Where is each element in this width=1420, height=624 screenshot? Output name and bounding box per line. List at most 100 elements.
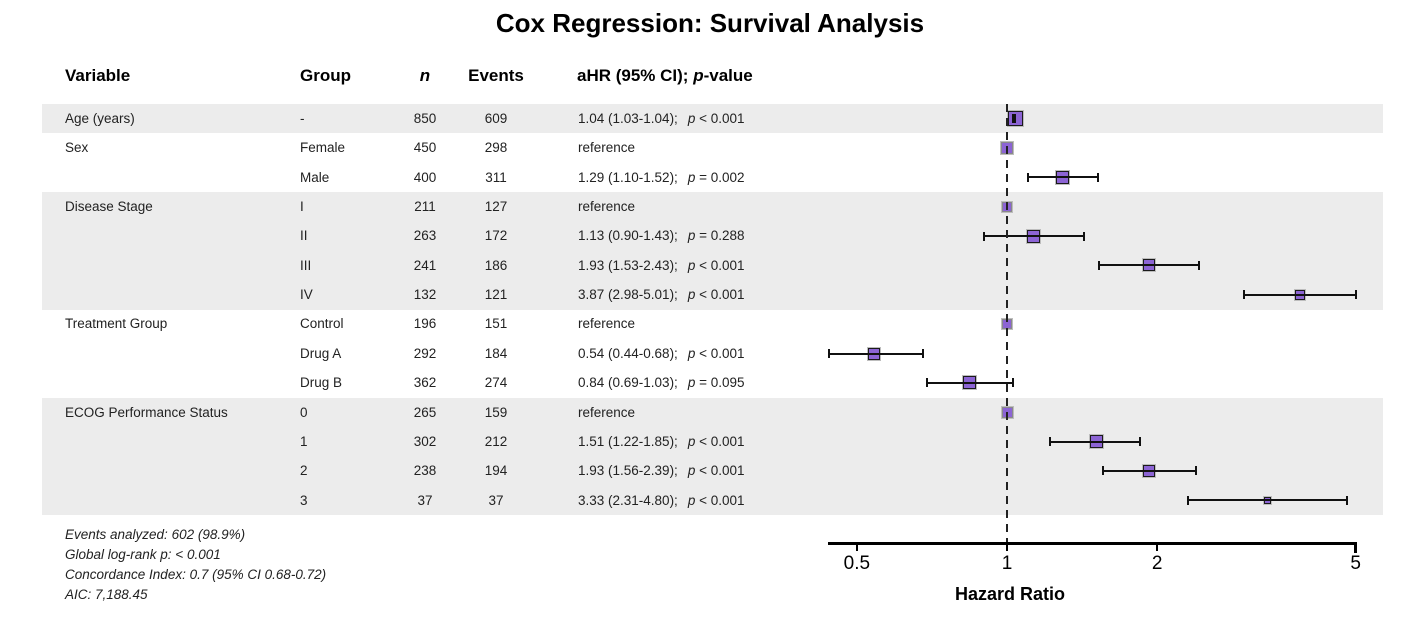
ci-cap-right <box>1198 260 1201 270</box>
cell-events: 184 <box>484 345 508 361</box>
cell-ahr: 1.13 (0.90-1.43); p = 0.288 <box>578 221 745 250</box>
cell-events: 274 <box>484 375 508 391</box>
p-value-symbol: p <box>687 345 696 361</box>
p-value-symbol: p <box>687 492 696 508</box>
ci-cap-right <box>1139 437 1142 447</box>
cell-ahr: 1.93 (1.56-2.39); p < 0.001 <box>578 456 745 485</box>
p-value-symbol: p <box>687 111 696 126</box>
ci-line <box>1050 440 1141 443</box>
cell-n: 37 <box>417 492 433 508</box>
ahr-estimate-text: reference <box>578 404 636 420</box>
x-axis-tick-label: 2 <box>1151 553 1163 574</box>
p-value-text: < 0.001 <box>695 492 745 508</box>
chart-title: Cox Regression: Survival Analysis <box>495 8 925 38</box>
cell-events: 37 <box>488 492 504 508</box>
p-value-symbol: p <box>687 463 696 479</box>
ci-line <box>1243 293 1357 296</box>
row-stripe <box>42 104 1383 134</box>
ahr-estimate-text: reference <box>578 140 636 156</box>
cell-variable: Sex <box>65 140 89 156</box>
x-axis-tick <box>1005 542 1009 551</box>
ahr-header-suffix: -value <box>703 66 753 85</box>
p-value-symbol: p <box>687 169 696 185</box>
cell-group: 1 <box>300 433 308 449</box>
cell-events: 159 <box>484 404 508 420</box>
x-axis-tick <box>855 542 859 551</box>
column-header-events: Events <box>468 66 524 85</box>
ci-cap-left <box>1026 172 1029 182</box>
cell-group: III <box>300 257 312 273</box>
ahr-estimate-text: 1.13 (0.90-1.43); <box>578 228 678 244</box>
ahr-estimate-text: reference <box>578 316 636 332</box>
cell-ahr: 3.33 (2.31-4.80); p < 0.001 <box>578 486 745 515</box>
cell-variable: ECOG Performance Status <box>65 404 228 420</box>
ci-cap-right <box>1355 290 1358 300</box>
ci-cap-right <box>1345 495 1348 505</box>
cell-events: 121 <box>484 287 508 303</box>
cell-n: 241 <box>413 257 437 273</box>
cell-variable: Treatment Group <box>65 316 168 332</box>
p-value-text: < 0.001 <box>695 345 745 361</box>
ci-cap-right <box>922 349 925 359</box>
p-value-symbol: p <box>687 257 696 273</box>
ahr-estimate-text: 3.87 (2.98-5.01); <box>578 287 678 303</box>
cell-group: Control <box>300 316 344 332</box>
ci-line <box>1103 469 1196 472</box>
ahr-estimate-text: reference <box>578 199 636 215</box>
cell-ahr: 1.93 (1.53-2.43); p < 0.001 <box>578 251 745 280</box>
p-value-text: < 0.001 <box>695 463 745 479</box>
ahr-header-p: p <box>693 66 704 85</box>
ci-cap-left <box>1012 114 1015 124</box>
row-stripe <box>42 280 1383 310</box>
cell-variable: Disease Stage <box>65 199 153 215</box>
ci-cap-left <box>1098 260 1101 270</box>
ci-cap-left <box>983 231 986 241</box>
cell-n: 400 <box>413 169 437 185</box>
column-header-n: n <box>419 66 431 85</box>
cell-n: 302 <box>413 433 437 449</box>
ci-cap-left <box>925 378 928 388</box>
p-value-symbol: p <box>687 433 696 449</box>
cell-ahr: 0.54 (0.44-0.68); p < 0.001 <box>578 339 745 368</box>
p-value-symbol: p <box>687 228 696 244</box>
cell-ahr: reference <box>578 192 635 221</box>
x-axis-title: Hazard Ratio <box>954 584 1066 604</box>
row-stripe <box>42 485 1383 516</box>
cell-group: Drug B <box>300 375 343 391</box>
ci-cap-right <box>1012 378 1015 388</box>
ahr-estimate-text: 0.54 (0.44-0.68); <box>578 345 678 361</box>
p-value-text: = 0.002 <box>695 169 745 185</box>
ahr-estimate-text: 0.84 (0.69-1.03); <box>578 375 678 391</box>
ci-line <box>1027 176 1098 179</box>
cell-n: 196 <box>413 316 437 332</box>
p-value-text: < 0.001 <box>695 433 745 449</box>
footnote-line: Concordance Index: 0.7 (95% CI 0.68-0.72… <box>65 567 327 582</box>
cell-n: 850 <box>413 111 437 126</box>
cell-group: I <box>300 199 304 215</box>
cell-ahr: 0.84 (0.69-1.03); p = 0.095 <box>578 368 745 397</box>
p-value-text: < 0.001 <box>695 287 745 303</box>
x-axis-line <box>828 542 1358 545</box>
column-header-ahr: aHR (95% CI); p-value <box>577 64 753 88</box>
row-stripe <box>42 221 1383 251</box>
footnote-line: AIC: 7,188.45 <box>65 587 148 602</box>
row-stripe <box>42 192 1383 222</box>
cell-n: 263 <box>413 228 437 244</box>
ahr-estimate-text: 1.93 (1.53-2.43); <box>578 257 678 273</box>
x-axis-tick-label: 5 <box>1350 553 1361 574</box>
row-stripe <box>42 426 1383 457</box>
cell-group: II <box>300 228 308 244</box>
ci-line <box>1099 264 1200 267</box>
row-stripe <box>42 397 1383 427</box>
cell-events: 172 <box>484 228 508 244</box>
p-value-text: < 0.001 <box>695 111 745 126</box>
ci-line <box>926 381 1014 384</box>
ci-cap-left <box>1102 466 1105 476</box>
cell-group: Female <box>300 140 346 156</box>
ahr-estimate-text: 1.51 (1.22-1.85); <box>578 433 678 449</box>
cell-ahr: 1.29 (1.10-1.52); p = 0.002 <box>578 163 745 192</box>
ahr-estimate-text: 1.04 (1.03-1.04); <box>578 111 678 126</box>
cell-group: 3 <box>300 492 308 508</box>
ahr-header-prefix: aHR (95% CI); <box>577 66 694 85</box>
p-value-text: = 0.288 <box>695 228 745 244</box>
